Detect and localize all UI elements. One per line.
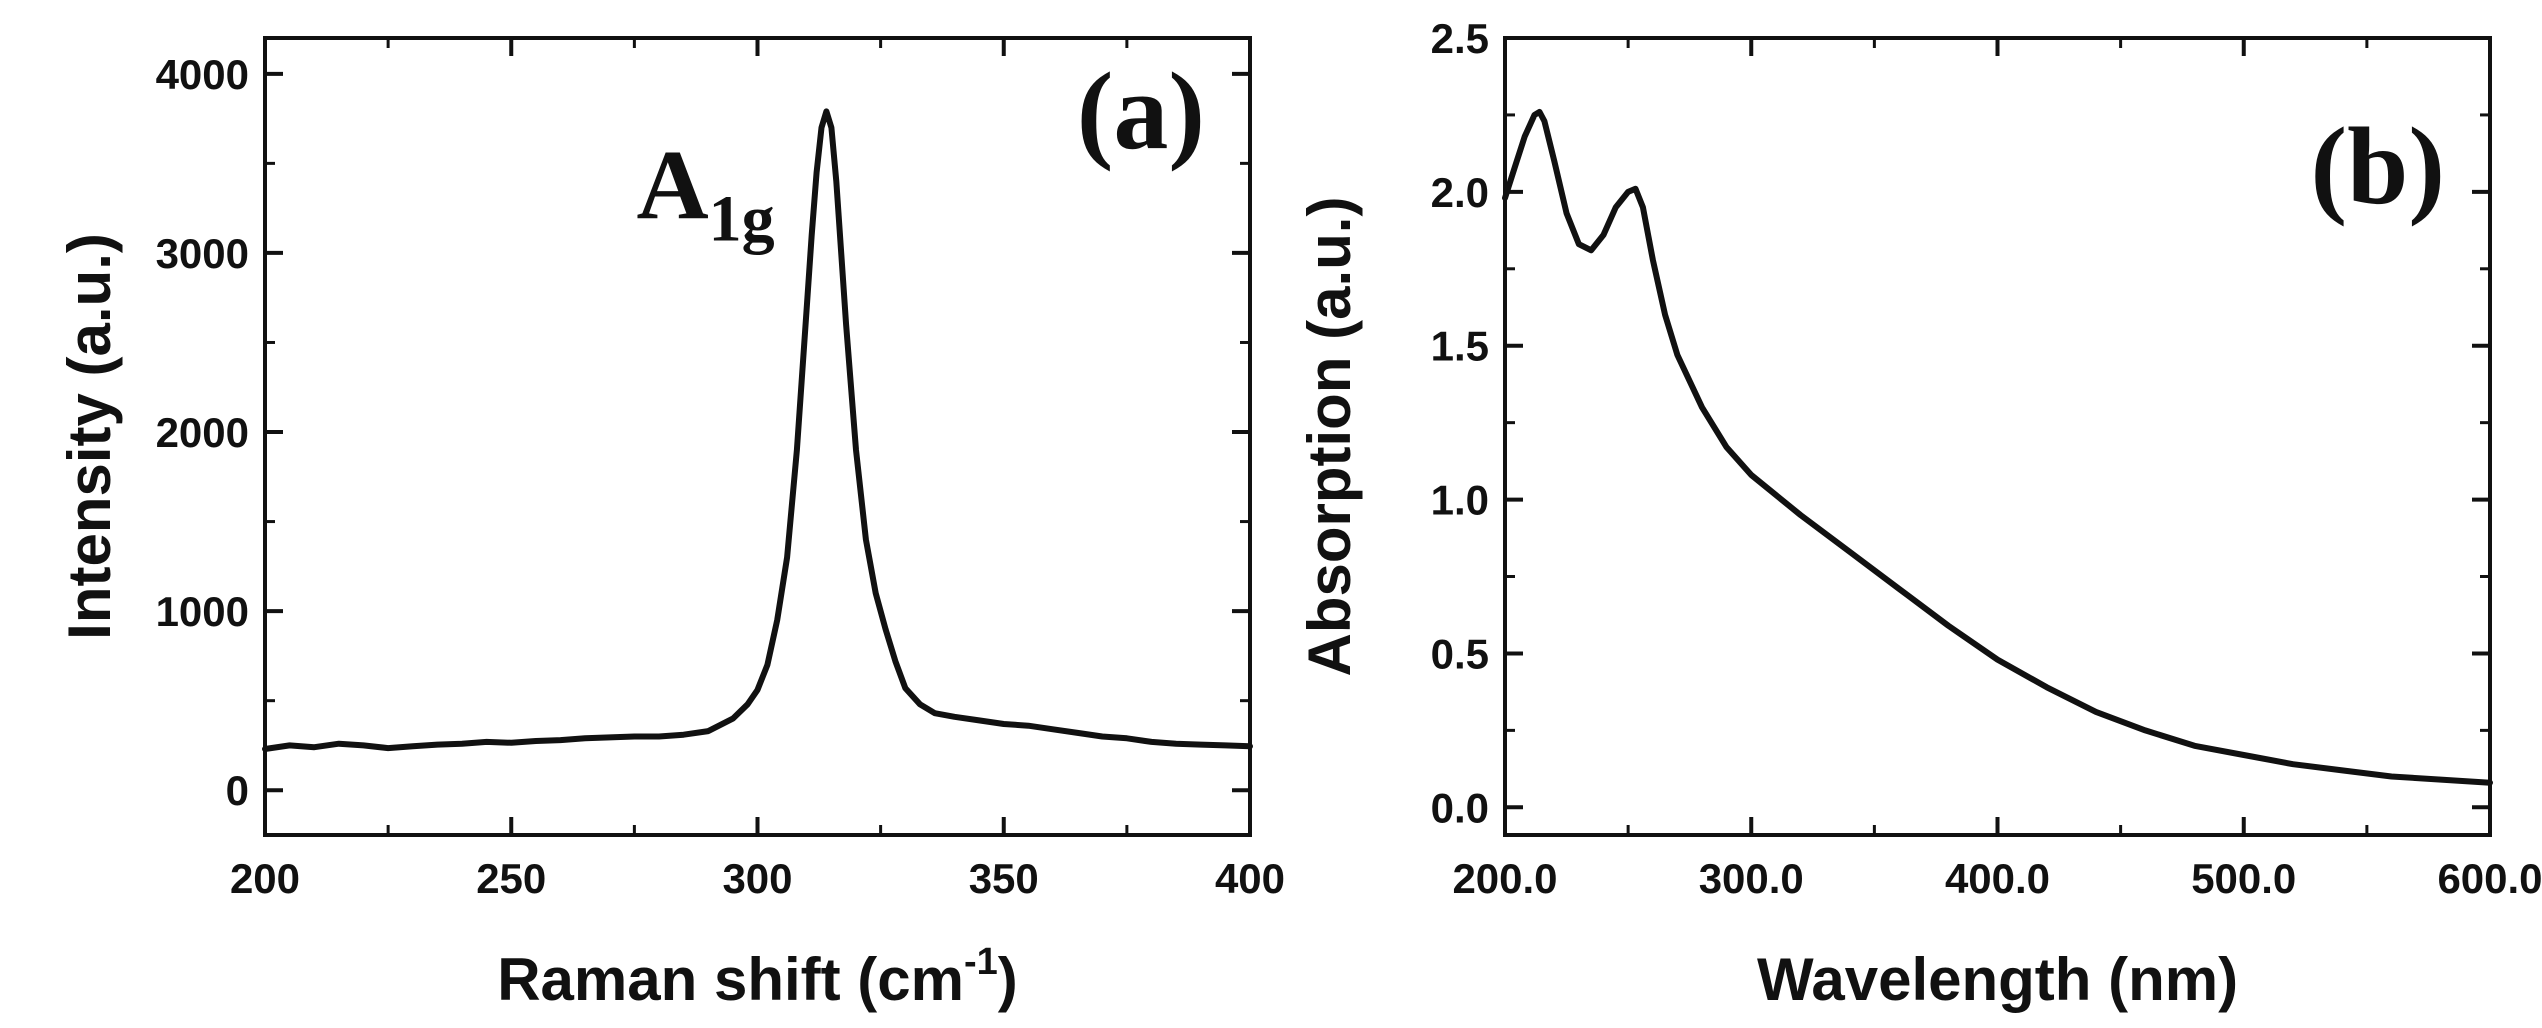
x-tick-label: 500.0: [2191, 855, 2296, 902]
x-tick-label: 600.0: [2437, 855, 2542, 902]
x-axis-title-a: Raman shift (cm-1): [497, 941, 1018, 1013]
x-tick-label: 300: [722, 855, 792, 902]
y-tick-label: 2.0: [1431, 169, 1489, 216]
x-tick-label: 350: [969, 855, 1039, 902]
y-tick-label: 1000: [156, 588, 249, 635]
y-tick-label: 1.0: [1431, 477, 1489, 524]
series-line-a: [262, 108, 1253, 752]
peak-annotation-main: A: [636, 130, 708, 241]
x-axis-title-b: Wavelength (nm): [1757, 946, 2238, 1013]
y-tick-label: 0.0: [1431, 784, 1489, 831]
x-tick-label: 400: [1215, 855, 1285, 902]
y-tick-label: 4000: [156, 51, 249, 98]
y-axis-title-b: Absorption (a.u.): [1296, 197, 1363, 677]
panel-label-b: (b): [2311, 105, 2445, 227]
y-tick-label: 3000: [156, 230, 249, 277]
panel-a: (a) A1g Intensity (a.u.) Raman shift (cm…: [56, 36, 1285, 1013]
x-axis-title-a-main: Raman shift (cm: [497, 946, 964, 1013]
y-tick-label: 2000: [156, 409, 249, 456]
panel-b: (b) Absorption (a.u.) Wavelength (nm) 20…: [1296, 15, 2542, 1013]
y-axis-title-a: Intensity (a.u.): [56, 233, 123, 640]
peak-annotation-subscript: 1g: [709, 183, 775, 256]
x-tick-label: 200.0: [1452, 855, 1557, 902]
series-line-b: [1502, 108, 2493, 786]
x-tick-label: 200: [230, 855, 300, 902]
x-tick-label: 250: [476, 855, 546, 902]
panel-label-a: (a): [1077, 50, 1205, 172]
y-tick-label: 2.5: [1431, 15, 1489, 62]
y-tick-label: 0.5: [1431, 630, 1489, 677]
peak-annotation: A1g: [636, 130, 774, 256]
x-axis-title-a-close: ): [998, 946, 1018, 1013]
y-tick-label: 0: [226, 767, 249, 814]
x-axis-title-a-superscript: -1: [964, 941, 998, 983]
x-tick-label: 400.0: [1945, 855, 2050, 902]
x-tick-label: 300.0: [1699, 855, 1804, 902]
y-tick-label: 1.5: [1431, 323, 1489, 370]
